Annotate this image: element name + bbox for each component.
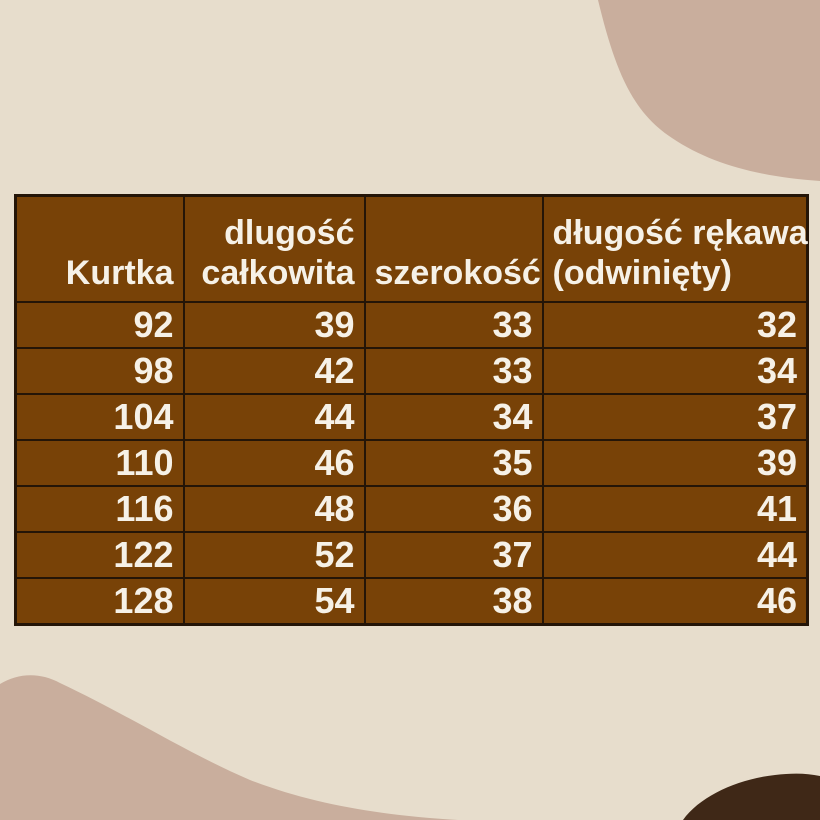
table-row: 98 42 33 34: [14, 347, 809, 395]
blob-bottom-left-shape: [0, 675, 458, 820]
cell-kurtka-size: 128: [14, 577, 185, 626]
cell-szerokosc: 34: [363, 393, 544, 441]
cell-dlugosc-calkowita: 52: [182, 531, 366, 579]
cell-dlugosc-rekawa: 37: [541, 393, 809, 441]
header-dlugosc-calkowita: dlugość całkowita: [182, 194, 366, 303]
header-kurtka-line2: Kurtka: [65, 253, 174, 292]
cell-dlugosc-rekawa: 44: [541, 531, 809, 579]
cell-kurtka-size: 122: [14, 531, 185, 579]
table-body: 92 39 33 32 98 42 33 34 104 44 34 37 110…: [14, 301, 809, 626]
cell-kurtka-size: 92: [14, 301, 185, 349]
cell-szerokosc: 33: [363, 301, 544, 349]
header-dlugosc-rekawa: długość rękawa (odwinięty): [541, 194, 809, 303]
cell-dlugosc-rekawa: 32: [541, 301, 809, 349]
cell-dlugosc-calkowita: 54: [182, 577, 366, 626]
table-row: 122 52 37 44: [14, 531, 809, 579]
header-dlugosc-rekawa-line1: długość rękawa: [552, 213, 808, 252]
table-row: 92 39 33 32: [14, 301, 809, 349]
header-szerokosc: szerokość: [363, 194, 544, 303]
cell-szerokosc: 37: [363, 531, 544, 579]
header-dlugosc-rekawa-line2: (odwinięty): [552, 253, 732, 292]
table-row: 128 54 38 46: [14, 577, 809, 626]
header-kurtka: Kurtka: [14, 194, 185, 303]
cell-szerokosc: 38: [363, 577, 544, 626]
cell-szerokosc: 36: [363, 485, 544, 533]
cell-kurtka-size: 110: [14, 439, 185, 487]
cell-dlugosc-calkowita: 42: [182, 347, 366, 395]
header-row: Kurtka dlugość całkowita szerokość długo…: [14, 194, 809, 303]
cell-kurtka-size: 116: [14, 485, 185, 533]
blob-top-right-shape: [598, 0, 820, 181]
cell-dlugosc-rekawa: 39: [541, 439, 809, 487]
table-header: Kurtka dlugość całkowita szerokość długo…: [14, 194, 809, 303]
cell-szerokosc: 35: [363, 439, 544, 487]
cell-dlugosc-calkowita: 44: [182, 393, 366, 441]
cell-dlugosc-calkowita: 39: [182, 301, 366, 349]
size-chart-table: Kurtka dlugość całkowita szerokość długo…: [14, 194, 809, 626]
cell-szerokosc: 33: [363, 347, 544, 395]
table-row: 110 46 35 39: [14, 439, 809, 487]
cell-dlugosc-calkowita: 48: [182, 485, 366, 533]
cell-kurtka-size: 104: [14, 393, 185, 441]
table-row: 104 44 34 37: [14, 393, 809, 441]
cell-dlugosc-rekawa: 46: [541, 577, 809, 626]
header-dlugosc-calkowita-line2: całkowita: [201, 253, 355, 292]
cell-dlugosc-rekawa: 41: [541, 485, 809, 533]
table-row: 116 48 36 41: [14, 485, 809, 533]
cell-dlugosc-rekawa: 34: [541, 347, 809, 395]
header-szerokosc-line2: szerokość: [374, 253, 541, 292]
cell-kurtka-size: 98: [14, 347, 185, 395]
cell-dlugosc-calkowita: 46: [182, 439, 366, 487]
header-dlugosc-calkowita-line1: dlugość: [224, 213, 355, 252]
blob-bottom-right-shape: [683, 773, 820, 820]
